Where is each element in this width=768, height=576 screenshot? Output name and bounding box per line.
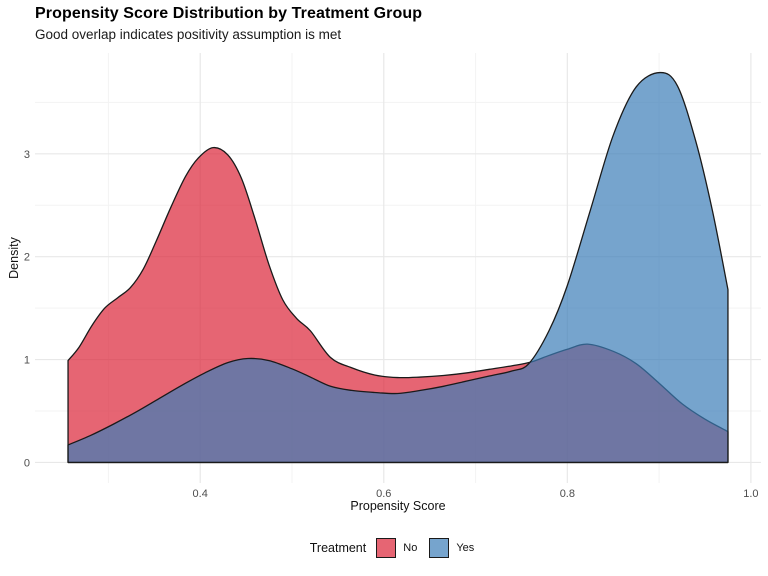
legend-swatch-yes (429, 538, 450, 558)
chart-title: Propensity Score Distribution by Treatme… (35, 5, 423, 22)
y-axis-title: Density (7, 237, 21, 279)
x-axis-title: Propensity Score (350, 499, 446, 513)
legend-label-no: No (403, 542, 418, 554)
y-tick-label: 0 (24, 457, 30, 469)
x-tick-label: 0.4 (193, 488, 208, 500)
x-tick-label: 0.6 (376, 488, 391, 500)
x-tick-label: 0.8 (560, 488, 575, 500)
density-area-yes (67, 71, 729, 464)
legend-item-yes: Yes (429, 538, 474, 558)
x-tick-label: 1.0 (743, 488, 758, 500)
legend-title: Treatment (309, 541, 367, 555)
density-plot-area: 0.4 0.6 0.8 1.0 0 1 2 3 (24, 53, 761, 500)
legend-item-no: No (376, 538, 417, 558)
y-tick-label: 1 (24, 355, 30, 367)
legend-label-yes: Yes (456, 542, 475, 554)
y-tick-label: 2 (24, 252, 30, 264)
legend-swatch-no (376, 538, 397, 558)
legend: Treatment No Yes (35, 534, 761, 562)
y-tick-label: 3 (24, 149, 30, 161)
chart-subtitle: Good overlap indicates positivity assump… (35, 27, 342, 42)
